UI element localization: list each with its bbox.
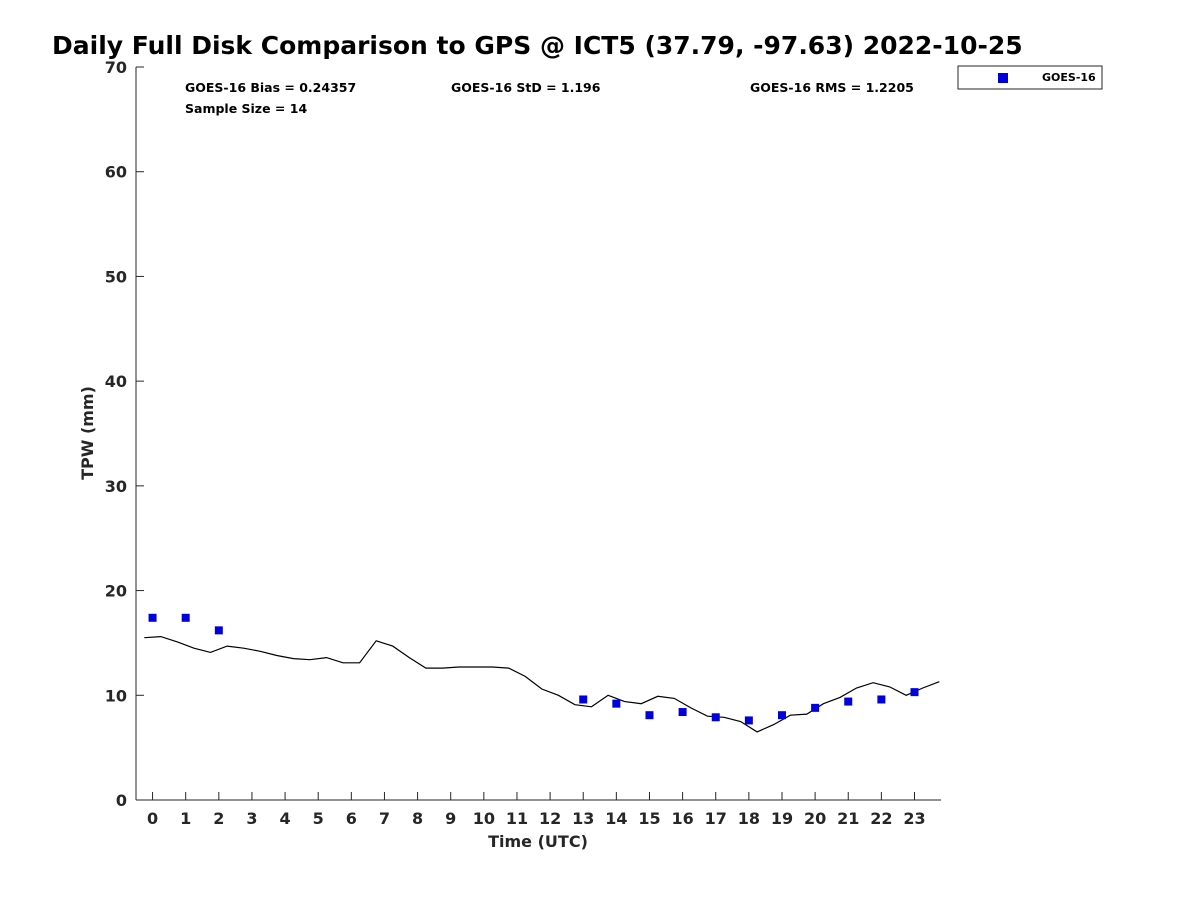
- gps-tpw-line: [144, 635, 940, 733]
- x-tick-label: 4: [280, 809, 291, 828]
- goes16-point: [645, 711, 654, 720]
- x-tick-label: 16: [671, 809, 693, 828]
- x-tick-label: 17: [705, 809, 727, 828]
- x-tick-label: 18: [738, 809, 760, 828]
- goes16-point: [612, 699, 621, 708]
- y-tick-label: 50: [105, 267, 127, 286]
- stat-bias: GOES-16 Bias = 0.24357: [185, 80, 356, 95]
- y-tick-label: 60: [105, 163, 127, 182]
- x-tick-label: 12: [539, 809, 561, 828]
- y-tick-label: 0: [116, 791, 127, 810]
- legend: GOES-16: [957, 65, 1103, 90]
- x-tick-label: 1: [180, 809, 191, 828]
- goes16-point: [148, 613, 157, 622]
- legend-label: GOES-16: [1042, 71, 1096, 84]
- x-tick-label: 6: [346, 809, 357, 828]
- x-tick-label: 9: [445, 809, 456, 828]
- goes16-point: [910, 688, 919, 697]
- goes16-point: [678, 708, 687, 717]
- legend-marker: [998, 73, 1008, 83]
- y-tick-label: 10: [105, 686, 127, 705]
- x-axis-label: Time (UTC): [488, 832, 588, 851]
- x-tick-label: 14: [605, 809, 627, 828]
- x-tick-label: 0: [147, 809, 158, 828]
- goes16-point: [579, 695, 588, 704]
- x-tick-label: 23: [903, 809, 925, 828]
- goes16-point: [877, 695, 886, 704]
- x-tick-label: 8: [412, 809, 423, 828]
- x-tick-label: 21: [837, 809, 859, 828]
- x-tick-label: 10: [473, 809, 495, 828]
- y-tick-label: 20: [105, 582, 127, 601]
- x-tick-label: 11: [506, 809, 528, 828]
- x-tick-label: 20: [804, 809, 826, 828]
- goes16-point: [711, 713, 720, 722]
- y-tick-label: 40: [105, 372, 127, 391]
- x-tick-label: 22: [870, 809, 892, 828]
- x-tick-label: 7: [379, 809, 390, 828]
- goes16-point: [214, 626, 223, 635]
- x-tick-label: 3: [246, 809, 257, 828]
- x-tick-label: 19: [771, 809, 793, 828]
- stat-rms: GOES-16 RMS = 1.2205: [750, 80, 914, 95]
- stat-sample-size: Sample Size = 14: [185, 101, 307, 116]
- chart-title: Daily Full Disk Comparison to GPS @ ICT5…: [52, 31, 1023, 60]
- goes16-point: [777, 711, 786, 720]
- x-tick-label: 5: [313, 809, 324, 828]
- x-tick-label: 13: [572, 809, 594, 828]
- legend-box: [957, 65, 1103, 90]
- y-tick-label: 70: [105, 58, 127, 77]
- y-axis-label: TPW (mm): [78, 386, 97, 480]
- goes16-point: [181, 613, 190, 622]
- goes16-point: [811, 703, 820, 712]
- x-tick-label: 2: [213, 809, 224, 828]
- x-tick-label: 15: [638, 809, 660, 828]
- goes16-point: [744, 716, 753, 725]
- y-tick-label: 30: [105, 477, 127, 496]
- goes16-point: [844, 697, 853, 706]
- stat-std: GOES-16 StD = 1.196: [451, 80, 601, 95]
